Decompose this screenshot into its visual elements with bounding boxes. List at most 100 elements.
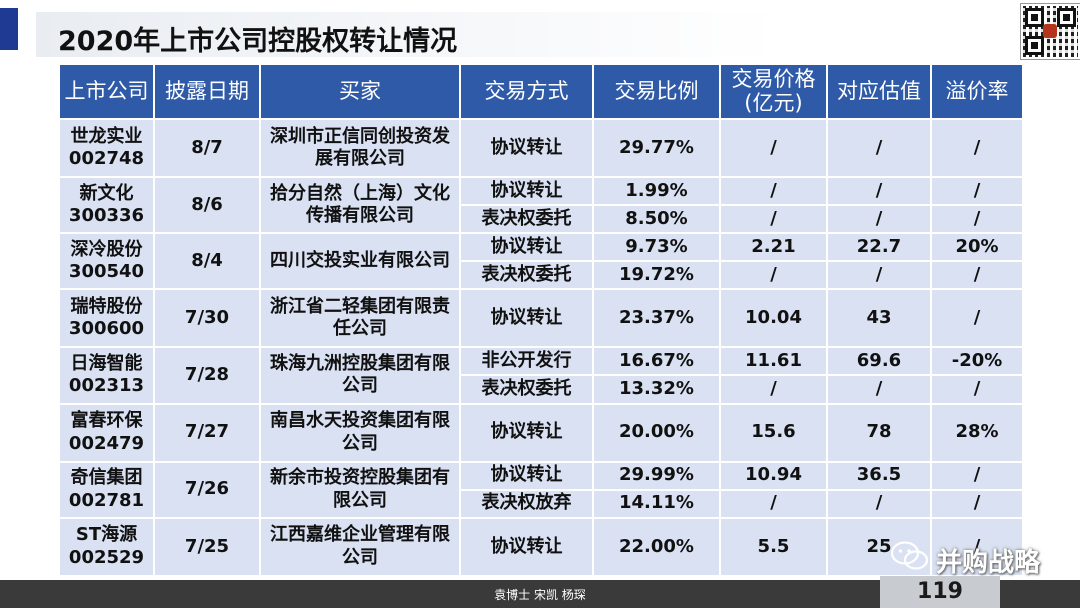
deal-method: 协议转让 xyxy=(459,402,594,463)
table-row: 深冷股份 300540 8/4 四川交投实业有限公司 协议转让 9.73% 2.21 22.7… xyxy=(58,232,1024,291)
qr-finder xyxy=(1025,8,1044,27)
deal-price: / xyxy=(719,117,828,179)
disclosure-date: 7/30 xyxy=(153,288,261,349)
deal-valuation: / xyxy=(826,260,932,291)
stock-code: 300540 xyxy=(68,261,145,283)
deal-valuation: / xyxy=(826,117,932,179)
deal-ratio: 1.99% xyxy=(592,176,721,207)
company-cell: 富春环保 002479 xyxy=(58,402,155,463)
qr-code-icon xyxy=(1021,4,1080,59)
company-cell: 奇信集团 002781 xyxy=(58,460,155,519)
table-row: 富春环保 002479 7/27 南昌水天投资集团有限公司 协议转让 20.00% 15.6… xyxy=(58,402,1024,463)
column-header: 上市公司 xyxy=(58,63,155,120)
deal-price: / xyxy=(719,176,828,207)
company-name: 日海智能 xyxy=(70,352,143,374)
table-row: 世龙实业 002748 8/7 深圳市正信同创投资发展有限公司 协议转让 29.77% / /… xyxy=(58,117,1024,179)
table-header-row: 上市公司 披露日期 买家 交易方式 交易比例 交易价格 (亿元) 对应估值 溢价… xyxy=(58,63,1024,120)
buyer-cell: 南昌水天投资集团有限公司 xyxy=(259,402,461,463)
deal-valuation: 78 xyxy=(826,402,932,463)
deal-method: 协议转让 xyxy=(459,288,594,349)
buyer-cell: 新余市投资控股集团有限公司 xyxy=(259,460,461,519)
table-row: 表决权委托 19.72% / / / xyxy=(59,260,1024,291)
deal-ratio: 23.37% xyxy=(592,288,721,349)
deal-price: 5.5 xyxy=(719,516,828,578)
table-row: 表决权委托 8.50% / / / xyxy=(59,204,1024,235)
deal-ratio: 29.99% xyxy=(592,460,721,491)
disclosure-date: 8/7 xyxy=(153,117,261,179)
buyer-cell: 四川交投实业有限公司 xyxy=(259,232,461,291)
deal-method: 非公开发行 xyxy=(459,346,594,377)
deal-method: 协议转让 xyxy=(459,516,594,578)
company-name: ST海源 xyxy=(75,524,138,546)
buyer-cell: 珠海九洲控股集团有限公司 xyxy=(259,346,461,405)
buyer-cell: 拾分自然（上海）文化传播有限公司 xyxy=(259,176,461,235)
table-row: ST海源 002529 7/25 江西嘉维企业管理有限公司 协议转让 22.00% 5.5 2… xyxy=(58,516,1024,578)
qr-finder xyxy=(1057,8,1076,27)
buyer-cell: 江西嘉维企业管理有限公司 xyxy=(259,516,461,578)
disclosure-date: 8/6 xyxy=(153,176,261,235)
stock-code: 002748 xyxy=(68,148,145,170)
deal-premium: 20% xyxy=(930,232,1024,263)
watermark-text: 并购战略 xyxy=(936,548,1041,578)
table-row: 瑞特股份 300600 7/30 浙江省二轻集团有限责任公司 协议转让 23.37% 10.… xyxy=(58,288,1024,349)
stock-code: 300600 xyxy=(68,318,145,340)
qr-logo xyxy=(1043,24,1057,38)
disclosure-date: 7/27 xyxy=(153,402,261,463)
disclosure-date: 7/25 xyxy=(153,516,261,578)
deal-method: 协议转让 xyxy=(459,232,594,263)
company-cell: 世龙实业 002748 xyxy=(58,117,155,179)
table-row: 表决权委托 13.32% / / / xyxy=(59,374,1024,405)
stock-code: 002313 xyxy=(68,375,145,397)
company-cell: 新文化 300336 xyxy=(58,176,155,235)
accent-bar xyxy=(0,8,18,50)
deal-premium: / xyxy=(930,488,1024,519)
deal-premium: / xyxy=(930,204,1024,235)
company-cell: 深冷股份 300540 xyxy=(58,232,155,291)
company-name: 新文化 xyxy=(79,182,134,204)
deal-valuation: / xyxy=(826,488,932,519)
deal-method: 表决权委托 xyxy=(459,204,594,235)
company-cell: ST海源 002529 xyxy=(58,516,155,578)
deal-valuation: 43 xyxy=(826,288,932,349)
column-header: 买家 xyxy=(259,63,461,120)
deal-valuation: / xyxy=(826,176,932,207)
company-cell: 日海智能 002313 xyxy=(58,346,155,405)
deal-ratio: 29.77% xyxy=(592,117,721,179)
deal-method: 表决权放弃 xyxy=(459,488,594,519)
table-row: 日海智能 002313 7/28 珠海九洲控股集团有限公司 非公开发行 16.67% 11.… xyxy=(58,346,1024,405)
deal-price: / xyxy=(719,260,828,291)
page-number-box: 119 xyxy=(880,576,1000,608)
deal-premium: / xyxy=(930,260,1024,291)
deal-price: 10.94 xyxy=(719,460,828,491)
deal-valuation: / xyxy=(826,204,932,235)
deal-method: 表决权委托 xyxy=(459,374,594,405)
qr-finder xyxy=(1025,36,1044,55)
company-name: 世龙实业 xyxy=(70,125,143,147)
deal-ratio: 22.00% xyxy=(592,516,721,578)
deal-price: 2.21 xyxy=(719,232,828,263)
disclosure-date: 7/28 xyxy=(153,346,261,405)
table-row: 表决权放弃 14.11% / / / xyxy=(59,488,1024,519)
column-header: 对应估值 xyxy=(826,63,932,120)
company-name: 深冷股份 xyxy=(70,238,143,260)
deal-method: 协议转让 xyxy=(459,117,594,179)
control-transfer-table: 上市公司 披露日期 买家 交易方式 交易比例 交易价格 (亿元) 对应估值 溢价… xyxy=(58,63,1024,578)
deal-method: 协议转让 xyxy=(459,176,594,207)
deal-price: / xyxy=(719,204,828,235)
table-row: 新文化 300336 8/6 拾分自然（上海）文化传播有限公司 协议转让 1.99% / / / xyxy=(58,176,1024,235)
stock-code: 002781 xyxy=(68,489,145,511)
deal-ratio: 20.00% xyxy=(592,402,721,463)
deal-premium: -20% xyxy=(930,346,1024,377)
deal-premium: / xyxy=(930,516,1024,578)
deal-ratio: 9.73% xyxy=(592,232,721,263)
deal-method: 表决权委托 xyxy=(459,260,594,291)
deal-ratio: 16.67% xyxy=(592,346,721,377)
deal-price: 15.6 xyxy=(719,402,828,463)
buyer-cell: 浙江省二轻集团有限责任公司 xyxy=(259,288,461,349)
buyer-cell: 深圳市正信同创投资发展有限公司 xyxy=(259,117,461,179)
deal-ratio: 8.50% xyxy=(592,204,721,235)
deal-valuation: 69.6 xyxy=(826,346,932,377)
disclosure-date: 8/4 xyxy=(153,232,261,291)
page-number: 119 xyxy=(917,579,963,604)
deal-valuation: 36.5 xyxy=(826,460,932,491)
